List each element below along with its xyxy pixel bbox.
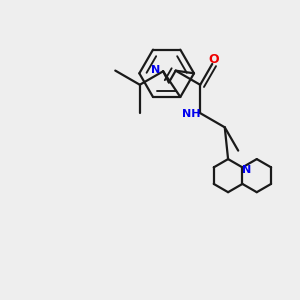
Text: N: N	[151, 64, 160, 75]
Text: NH: NH	[182, 109, 200, 119]
Text: N: N	[242, 165, 251, 175]
Text: O: O	[208, 53, 219, 67]
